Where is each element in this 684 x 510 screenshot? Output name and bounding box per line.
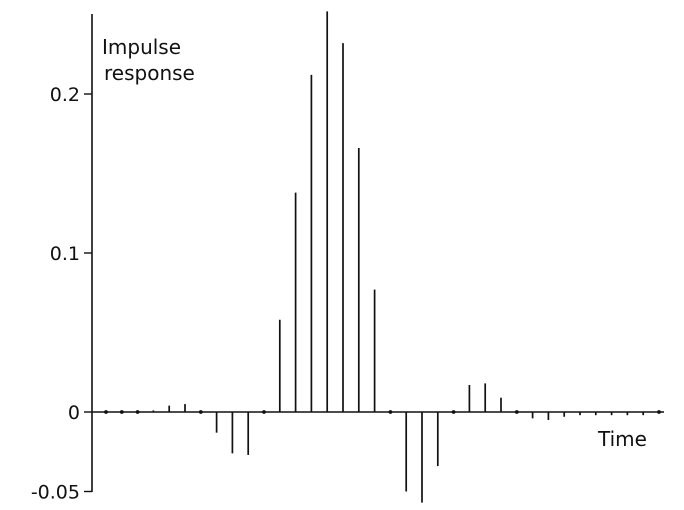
stem-point	[388, 410, 393, 414]
stem-point	[104, 410, 108, 414]
y-tick-label: 0.2	[50, 84, 80, 106]
stem-point	[119, 410, 124, 414]
stem-point	[451, 410, 456, 414]
x-axis-label: Time	[597, 427, 647, 451]
stem-point	[135, 410, 140, 414]
stem-series	[104, 11, 661, 503]
y-tick-label: 0	[68, 402, 80, 424]
y-axis-label-line1: Impulse	[102, 35, 181, 59]
stem-point	[262, 410, 266, 414]
y-tick-label: 0.1	[50, 243, 80, 265]
stem-point	[657, 410, 661, 414]
y-ticks: -0.05 0 0.1 0.2	[31, 84, 92, 504]
stem-point	[198, 410, 203, 414]
y-axis-label-line2: response	[104, 61, 195, 85]
y-tick-label: -0.05	[31, 482, 80, 504]
stem-point	[514, 410, 519, 414]
